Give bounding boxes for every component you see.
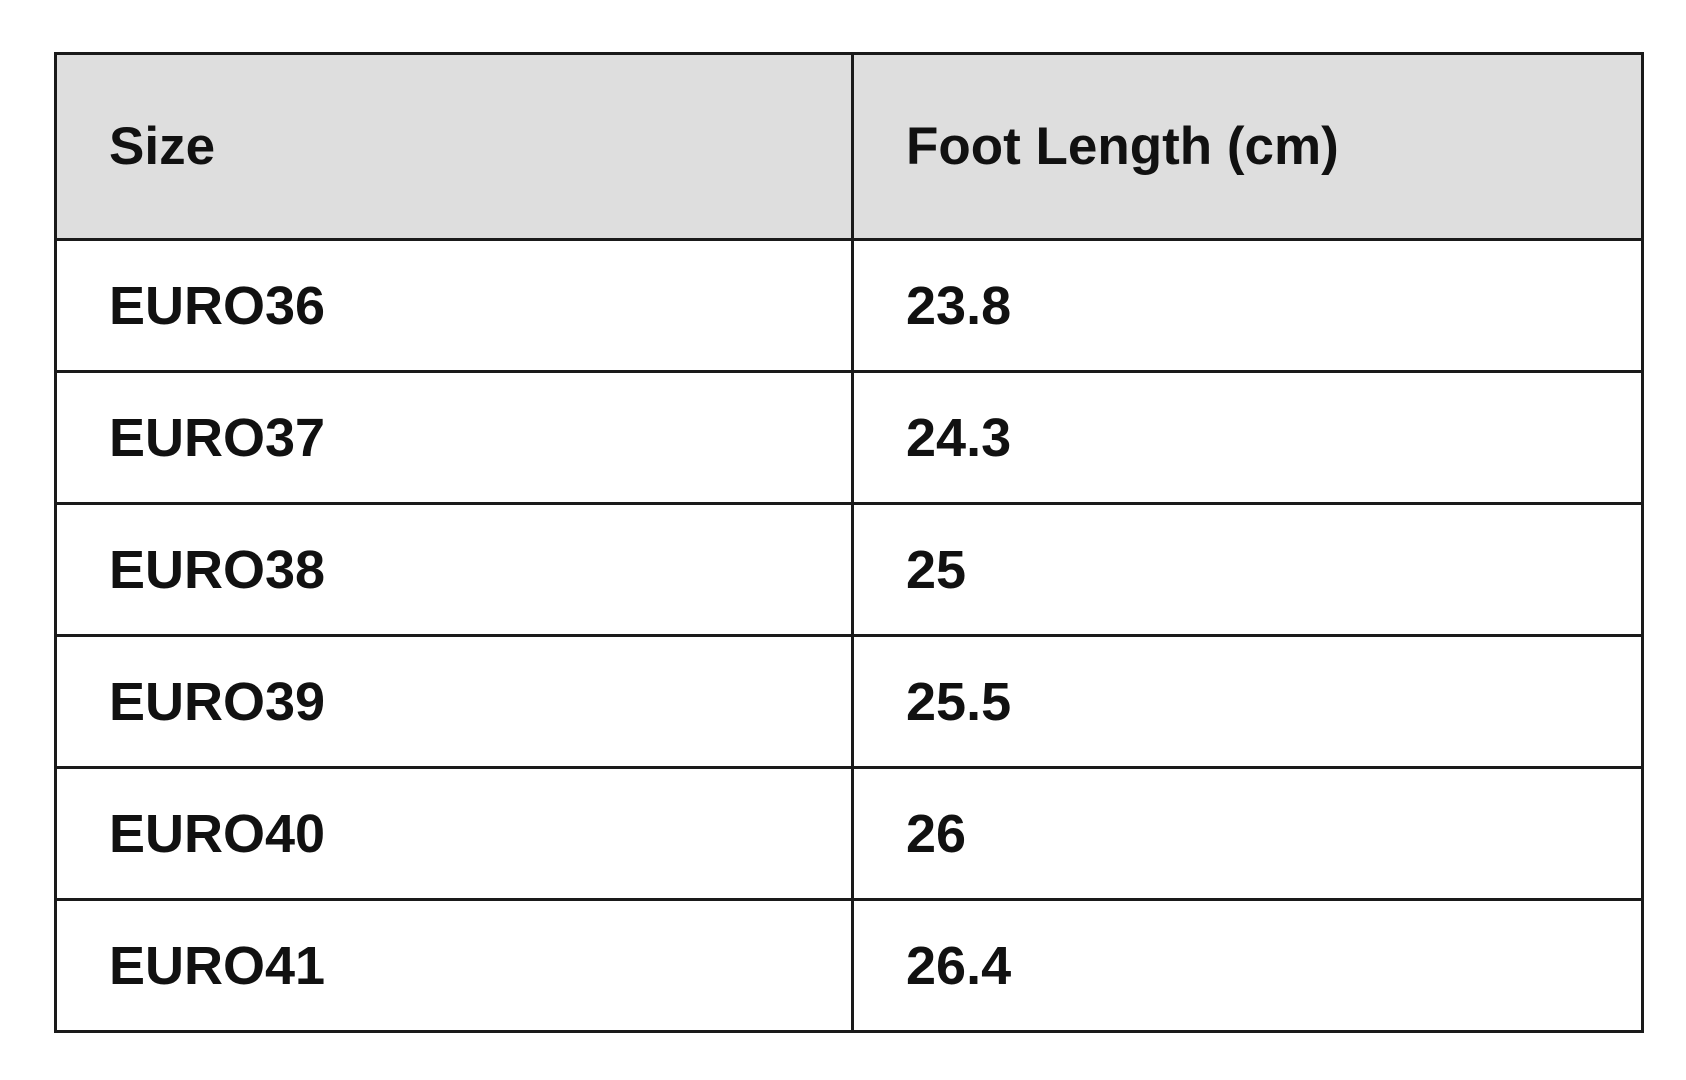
table-row: EURO39 25.5: [54, 634, 1644, 769]
foot-length-cell: 25.5: [851, 634, 1644, 769]
size-cell: EURO39: [54, 634, 854, 769]
foot-length-cell: 26.4: [851, 898, 1644, 1033]
foot-length-cell: 25: [851, 502, 1644, 637]
table-row: EURO37 24.3: [54, 370, 1644, 505]
table-row: EURO36 23.8: [54, 238, 1644, 373]
table-row: EURO38 25: [54, 502, 1644, 637]
size-chart-table: Size Foot Length (cm) EURO36 23.8 EURO37 2…: [54, 52, 1644, 1033]
foot-length-cell: 24.3: [851, 370, 1644, 505]
size-cell: EURO41: [54, 898, 854, 1033]
header-row: Size Foot Length (cm): [54, 52, 1644, 241]
foot-length-cell: 23.8: [851, 238, 1644, 373]
header-size: Size: [54, 52, 854, 241]
table-row: EURO41 26.4: [54, 898, 1644, 1033]
size-cell: EURO38: [54, 502, 854, 637]
size-cell: EURO40: [54, 766, 854, 901]
header-foot-length: Foot Length (cm): [851, 52, 1644, 241]
size-cell: EURO37: [54, 370, 854, 505]
size-cell: EURO36: [54, 238, 854, 373]
table-row: EURO40 26: [54, 766, 1644, 901]
foot-length-cell: 26: [851, 766, 1644, 901]
